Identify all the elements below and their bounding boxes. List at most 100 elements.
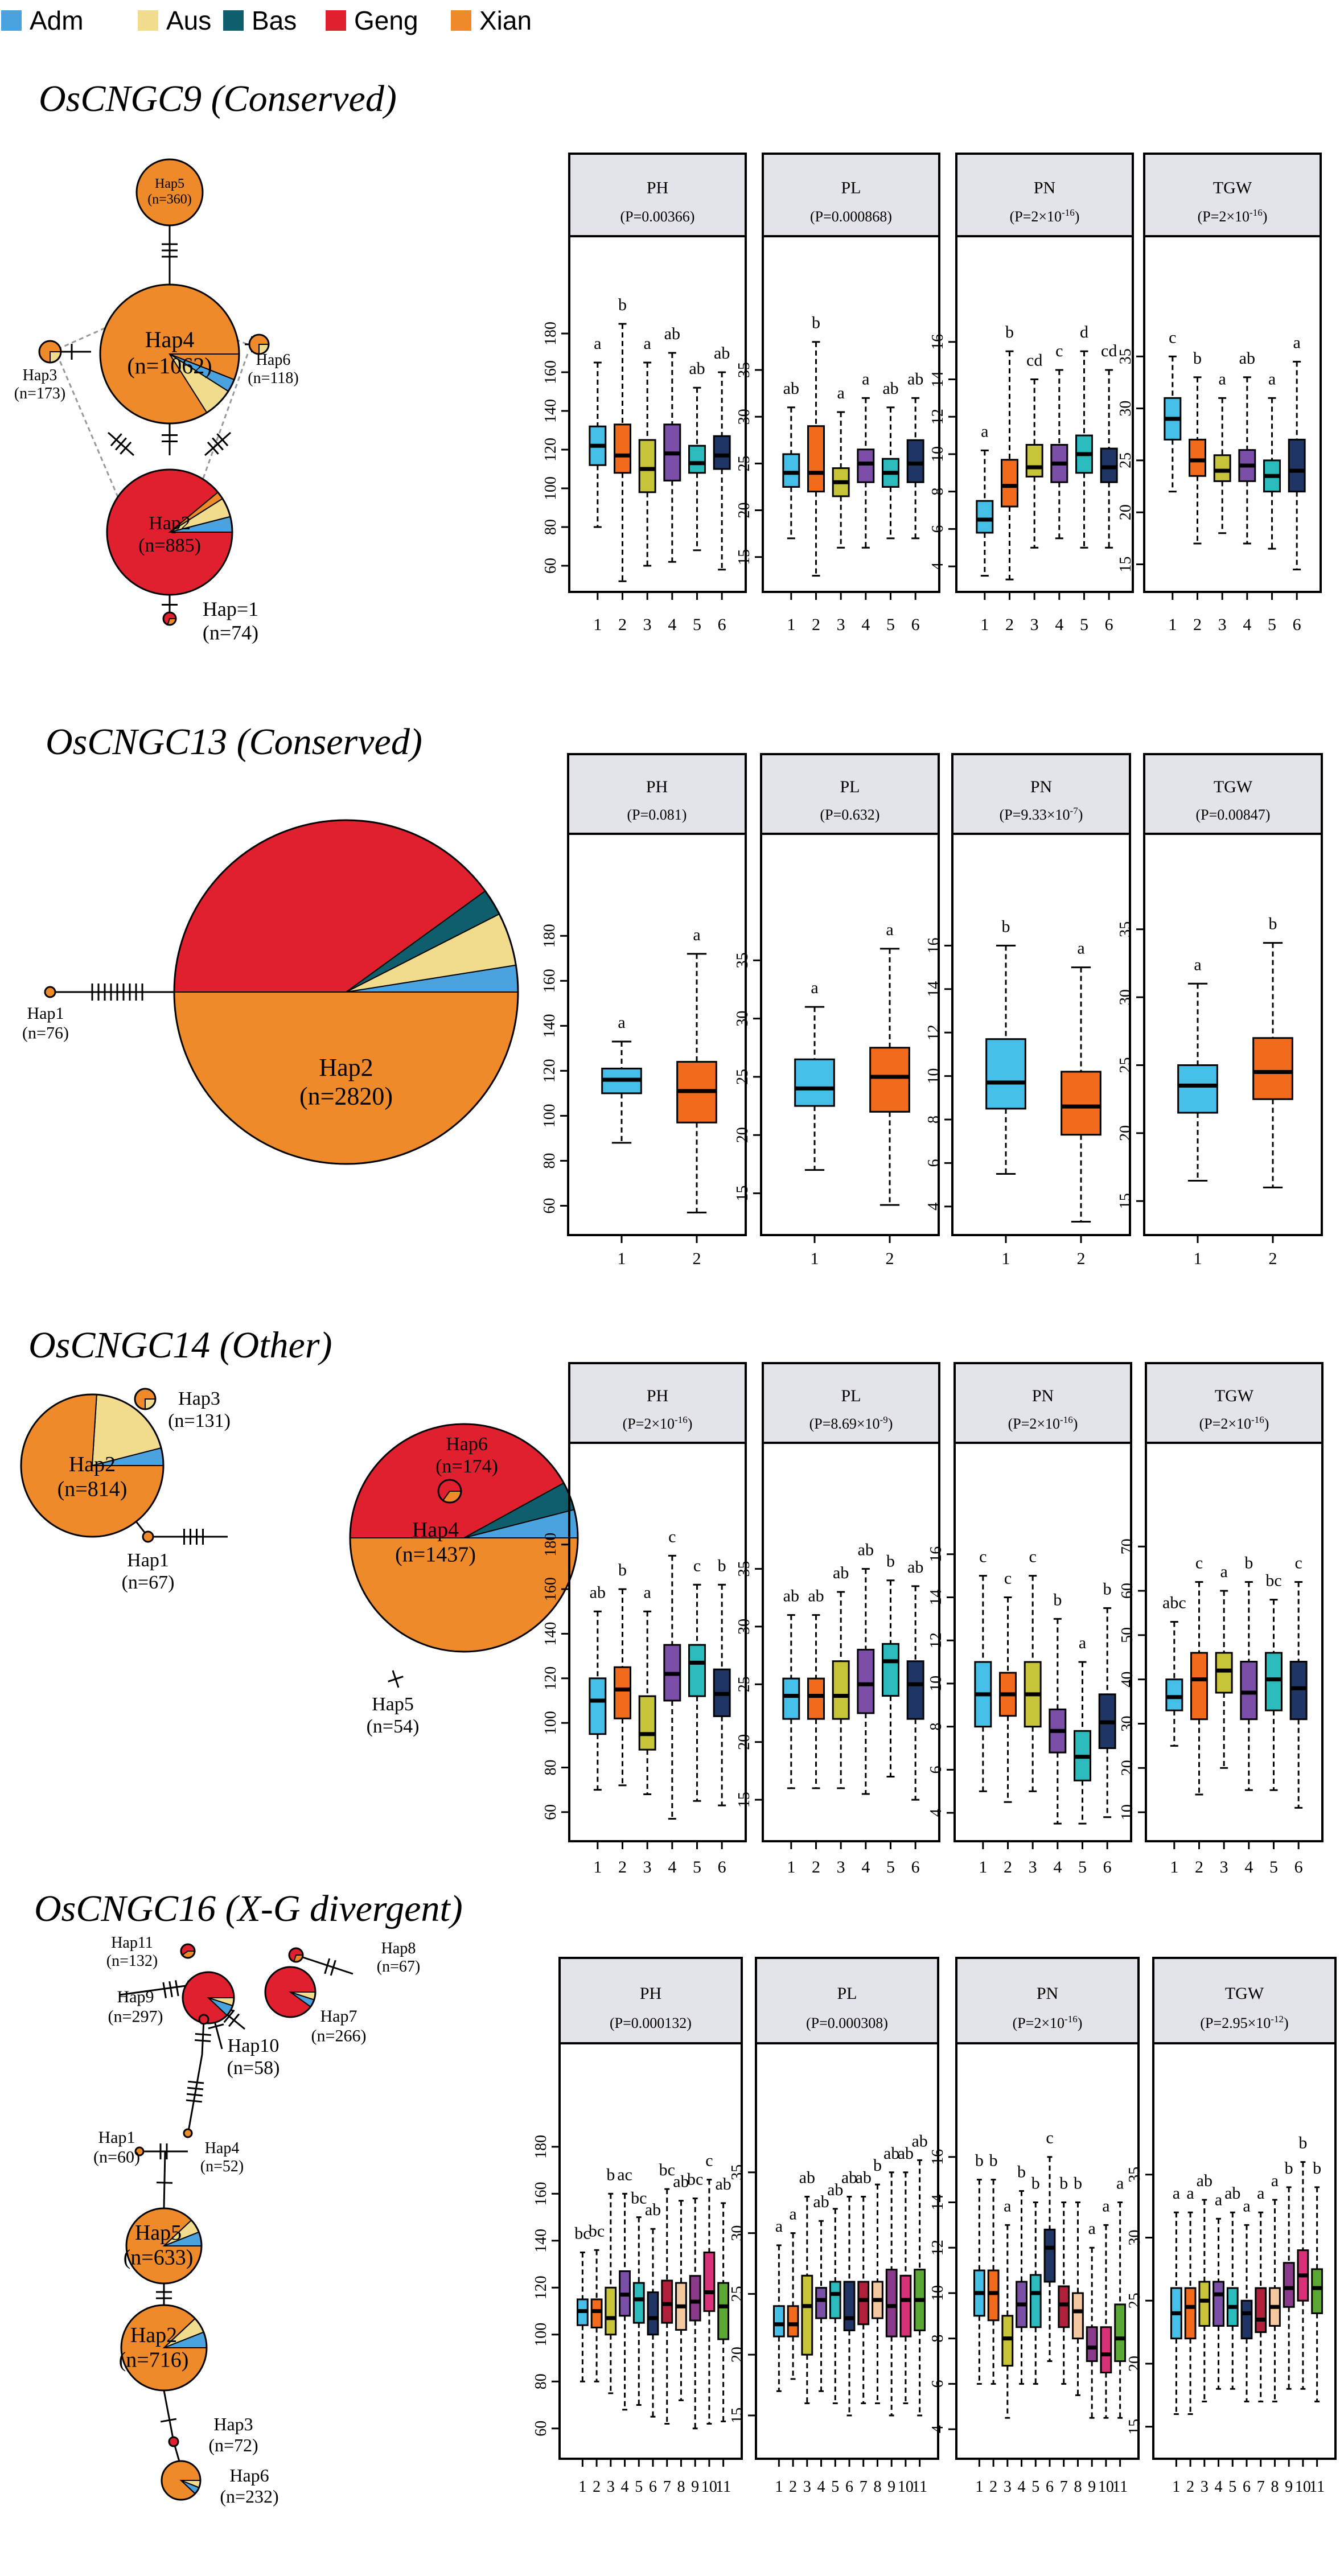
pie-outline xyxy=(44,986,56,998)
box-body xyxy=(1086,2326,1098,2363)
x-tick-label: 6 xyxy=(1046,2478,1054,2496)
box-body xyxy=(976,500,994,534)
hap-count: (n=360) xyxy=(147,192,192,207)
hap-count: (n=60) xyxy=(93,2148,140,2167)
box-body xyxy=(1029,2274,1042,2328)
box-body xyxy=(857,448,875,483)
mutation-tick xyxy=(115,437,127,451)
hap-count: (n=173) xyxy=(14,385,65,402)
y-tick-label: 30 xyxy=(734,1011,751,1027)
plot-frame xyxy=(1145,1442,1324,1842)
y-tick-label: 60 xyxy=(532,2421,550,2437)
hap2-node xyxy=(173,819,519,1165)
hap5-node xyxy=(125,2207,203,2285)
box-body xyxy=(589,1677,607,1735)
hap-count: (n=297) xyxy=(108,2007,163,2026)
y-tick-label: 120 xyxy=(542,1666,560,1690)
hap-count: (n=2820) xyxy=(299,1083,393,1110)
pie-outline xyxy=(183,2128,193,2138)
plot-frame xyxy=(951,833,1131,1236)
boxplot-2-pn: PN (P=9.33×10-7) 4 6 8 10 12 14 16 b 1 a 2 xyxy=(925,753,1131,1268)
mutation-tick xyxy=(187,2087,204,2091)
y-tick-label: 20 xyxy=(1119,1760,1136,1776)
x-tick-label: 2 xyxy=(1186,2478,1194,2496)
mutation-tick xyxy=(223,2009,235,2023)
significance-letter: b xyxy=(1285,2159,1293,2178)
x-tick-label: 8 xyxy=(1271,2478,1279,2496)
significance-letter: ab xyxy=(911,2131,927,2150)
strip-header xyxy=(1143,753,1323,835)
significance-letter: ab xyxy=(882,379,898,398)
hap-label: Hap6 xyxy=(256,351,291,369)
y-tick-label: 20 xyxy=(729,2347,746,2363)
mutation-tick xyxy=(228,2013,240,2027)
x-tick-label: 2 xyxy=(593,2478,601,2496)
x-tick-label: 6 xyxy=(911,615,920,634)
significance-letter: b xyxy=(1269,915,1277,933)
x-tick-label: 2 xyxy=(886,1249,894,1268)
hap-label: Hap4 xyxy=(412,1518,459,1542)
hap-count: (n=174) xyxy=(435,1456,498,1477)
significance-letter: ab xyxy=(813,2192,829,2211)
box-body xyxy=(1190,1652,1208,1721)
significance-letter: ab xyxy=(898,2144,914,2163)
y-tick-label: 16 xyxy=(929,334,947,350)
x-tick-label: 1 xyxy=(1170,1858,1178,1877)
hap-label: Hap2 xyxy=(149,513,191,534)
significance-letter: ab xyxy=(907,369,923,388)
p-value: (P=0.081) xyxy=(627,806,687,823)
box-body xyxy=(1025,444,1043,478)
x-tick-label: 9 xyxy=(1088,2478,1096,2496)
significance-letter: a xyxy=(789,2205,796,2224)
hap-count: (n=1437) xyxy=(395,1543,476,1567)
legend-item-adm: Adm xyxy=(1,6,84,35)
y-tick-label: 20 xyxy=(735,1734,753,1750)
significance-letter: a xyxy=(1268,369,1276,388)
x-tick-label: 3 xyxy=(837,615,845,634)
x-tick-label: 5 xyxy=(635,2478,643,2496)
box-body xyxy=(794,1058,835,1107)
boxplot-3-ph: PH (P=2×10-16) 60 80 100 120 140 160 180 ab 1 b 2 a 3 c… xyxy=(542,1362,747,1877)
y-tick-label: 25 xyxy=(729,2286,746,2302)
pie-outline xyxy=(120,2304,208,2392)
x-tick-label: 8 xyxy=(677,2478,685,2496)
box-body xyxy=(1165,1678,1183,1711)
x-tick-label: 2 xyxy=(618,1858,627,1877)
network-edge xyxy=(163,2151,166,2209)
y-tick-label: 80 xyxy=(532,2373,550,2389)
box-body xyxy=(638,1695,656,1751)
hap4-node xyxy=(99,283,240,425)
significance-letter: ab xyxy=(715,2175,731,2194)
legend-item-geng: Geng xyxy=(326,6,418,35)
hap11-node xyxy=(180,1943,196,1959)
box-body xyxy=(614,423,631,474)
hap-label: Hap5 xyxy=(155,176,184,191)
box-body xyxy=(1213,454,1231,482)
significance-letter: a xyxy=(1173,2184,1180,2203)
hap1-node xyxy=(44,986,56,998)
significance-letter: b xyxy=(873,2156,882,2175)
strip-header xyxy=(567,753,747,835)
mutation-tick xyxy=(160,2418,177,2423)
y-tick-label: 15 xyxy=(735,549,753,565)
box-body xyxy=(590,2298,603,2328)
legend-item-bas: Bas xyxy=(223,6,297,35)
y-tick-label: 60 xyxy=(542,558,560,574)
significance-letter: ab xyxy=(907,1558,923,1577)
y-tick-label: 35 xyxy=(729,2165,746,2180)
y-tick-label: 10 xyxy=(1119,1804,1136,1820)
pie-outline xyxy=(38,340,62,364)
hap-count: (n=67) xyxy=(377,1958,420,1976)
x-tick-label: 11 xyxy=(1112,2478,1128,2496)
strip-title: TGW xyxy=(1213,179,1252,197)
hap-label: Hap6 xyxy=(446,1434,488,1455)
significance-letter: ab xyxy=(714,344,730,363)
significance-letter: ac xyxy=(617,2165,632,2184)
significance-letter: ab xyxy=(783,1587,799,1606)
box-body xyxy=(1061,1071,1101,1136)
strip-header xyxy=(955,153,1134,237)
x-tick-label: 4 xyxy=(861,615,870,634)
y-tick-label: 60 xyxy=(1119,1583,1136,1599)
significance-letter: bc xyxy=(589,2221,605,2240)
plot-frame xyxy=(762,235,940,593)
